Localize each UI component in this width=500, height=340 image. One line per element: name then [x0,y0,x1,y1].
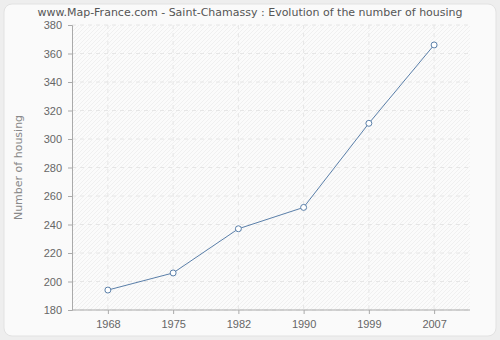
x-tick: 1982 [227,310,251,330]
y-tick-label: 380 [44,19,62,31]
y-tick: 240 [44,219,72,231]
y-axis-line [68,26,73,311]
grid-line-x [238,25,239,310]
data-line [108,45,434,290]
x-tick-label: 1999 [357,318,381,330]
y-tick: 220 [44,247,72,259]
y-tick-label: 300 [44,133,62,145]
x-tick-mark [238,310,239,314]
x-axis-line [72,310,470,311]
x-tick-mark [108,310,109,314]
x-tick: 2007 [422,310,446,330]
grid-line-y [72,167,470,168]
y-tick-mark [68,225,72,226]
x-tick: 1975 [161,310,185,330]
x-tick-mark [173,310,174,314]
grid-line-y [72,281,470,282]
data-point [105,287,111,293]
y-tick-mark [68,54,72,55]
grid-line-y [72,25,470,26]
y-axis-title: Number of housing [12,115,25,220]
grid-line-y [72,110,470,111]
y-tick-mark [68,168,72,169]
grid-line-x [173,25,174,310]
x-tick-mark [434,310,435,314]
grid-line-x [368,25,369,310]
x-tick: 1999 [357,310,381,330]
y-tick: 380 [44,19,72,31]
grid-line-x [303,25,304,310]
x-tick: 1968 [96,310,120,330]
data-point [235,226,241,232]
y-tick-label: 280 [44,162,62,174]
x-tick-mark [304,310,305,314]
y-tick: 260 [44,190,72,202]
x-axis: 1968 1975 1982 1990 1999 2007 [72,310,470,330]
grid-line-y [72,196,470,197]
title: www.Map-France.com - Saint-Chamassy : Ev… [37,6,462,19]
x-tick-mark [369,310,370,314]
x-tick-label: 1982 [227,318,251,330]
x-tick-label: 1968 [96,318,120,330]
y-tick-label: 200 [44,276,62,288]
y-tick-label: 180 [44,304,62,316]
data-point [366,120,372,126]
grid-line-y [72,82,470,83]
x-tick-label: 1990 [292,318,316,330]
x-tick-label: 2007 [422,318,446,330]
y-axis: 180 200 220 240 260 280 300 320 340 360 380 [44,19,73,316]
y-tick-mark [68,310,72,311]
y-tick: 320 [44,105,72,117]
y-tick: 180 [44,304,72,316]
y-tick-label: 220 [44,247,62,259]
y-tick: 340 [44,76,72,88]
y-tick: 280 [44,162,72,174]
grid-line-x [107,25,108,310]
grid-line-y [72,310,470,311]
grid-line-y [72,253,470,254]
grid-line-y [72,224,470,225]
y-tick-label: 320 [44,105,62,117]
grid-line-y [72,53,470,54]
panel [4,4,496,336]
y-tick-mark [68,282,72,283]
y-tick-mark [68,196,72,197]
y-tick-label: 240 [44,219,62,231]
y-tick-mark [68,111,72,112]
grid-line-x [434,25,435,310]
y-tick: 300 [44,133,72,145]
plot [105,42,437,293]
x-tick: 1990 [292,310,316,330]
y-tick-label: 260 [44,190,62,202]
x-tick-label: 1975 [161,318,185,330]
y-tick: 200 [44,276,72,288]
y-tick-mark [68,82,72,83]
y-tick: 360 [44,48,72,60]
y-tick-mark [68,253,72,254]
plot-area [72,25,470,310]
data-point [170,270,176,276]
data-point [301,204,307,210]
y-tick-label: 360 [44,48,62,60]
y-tick-label: 340 [44,76,62,88]
y-tick-mark [68,25,72,26]
y-tick-mark [68,139,72,140]
background [0,0,500,340]
data-point [431,42,437,48]
grid-line-y [72,139,470,140]
